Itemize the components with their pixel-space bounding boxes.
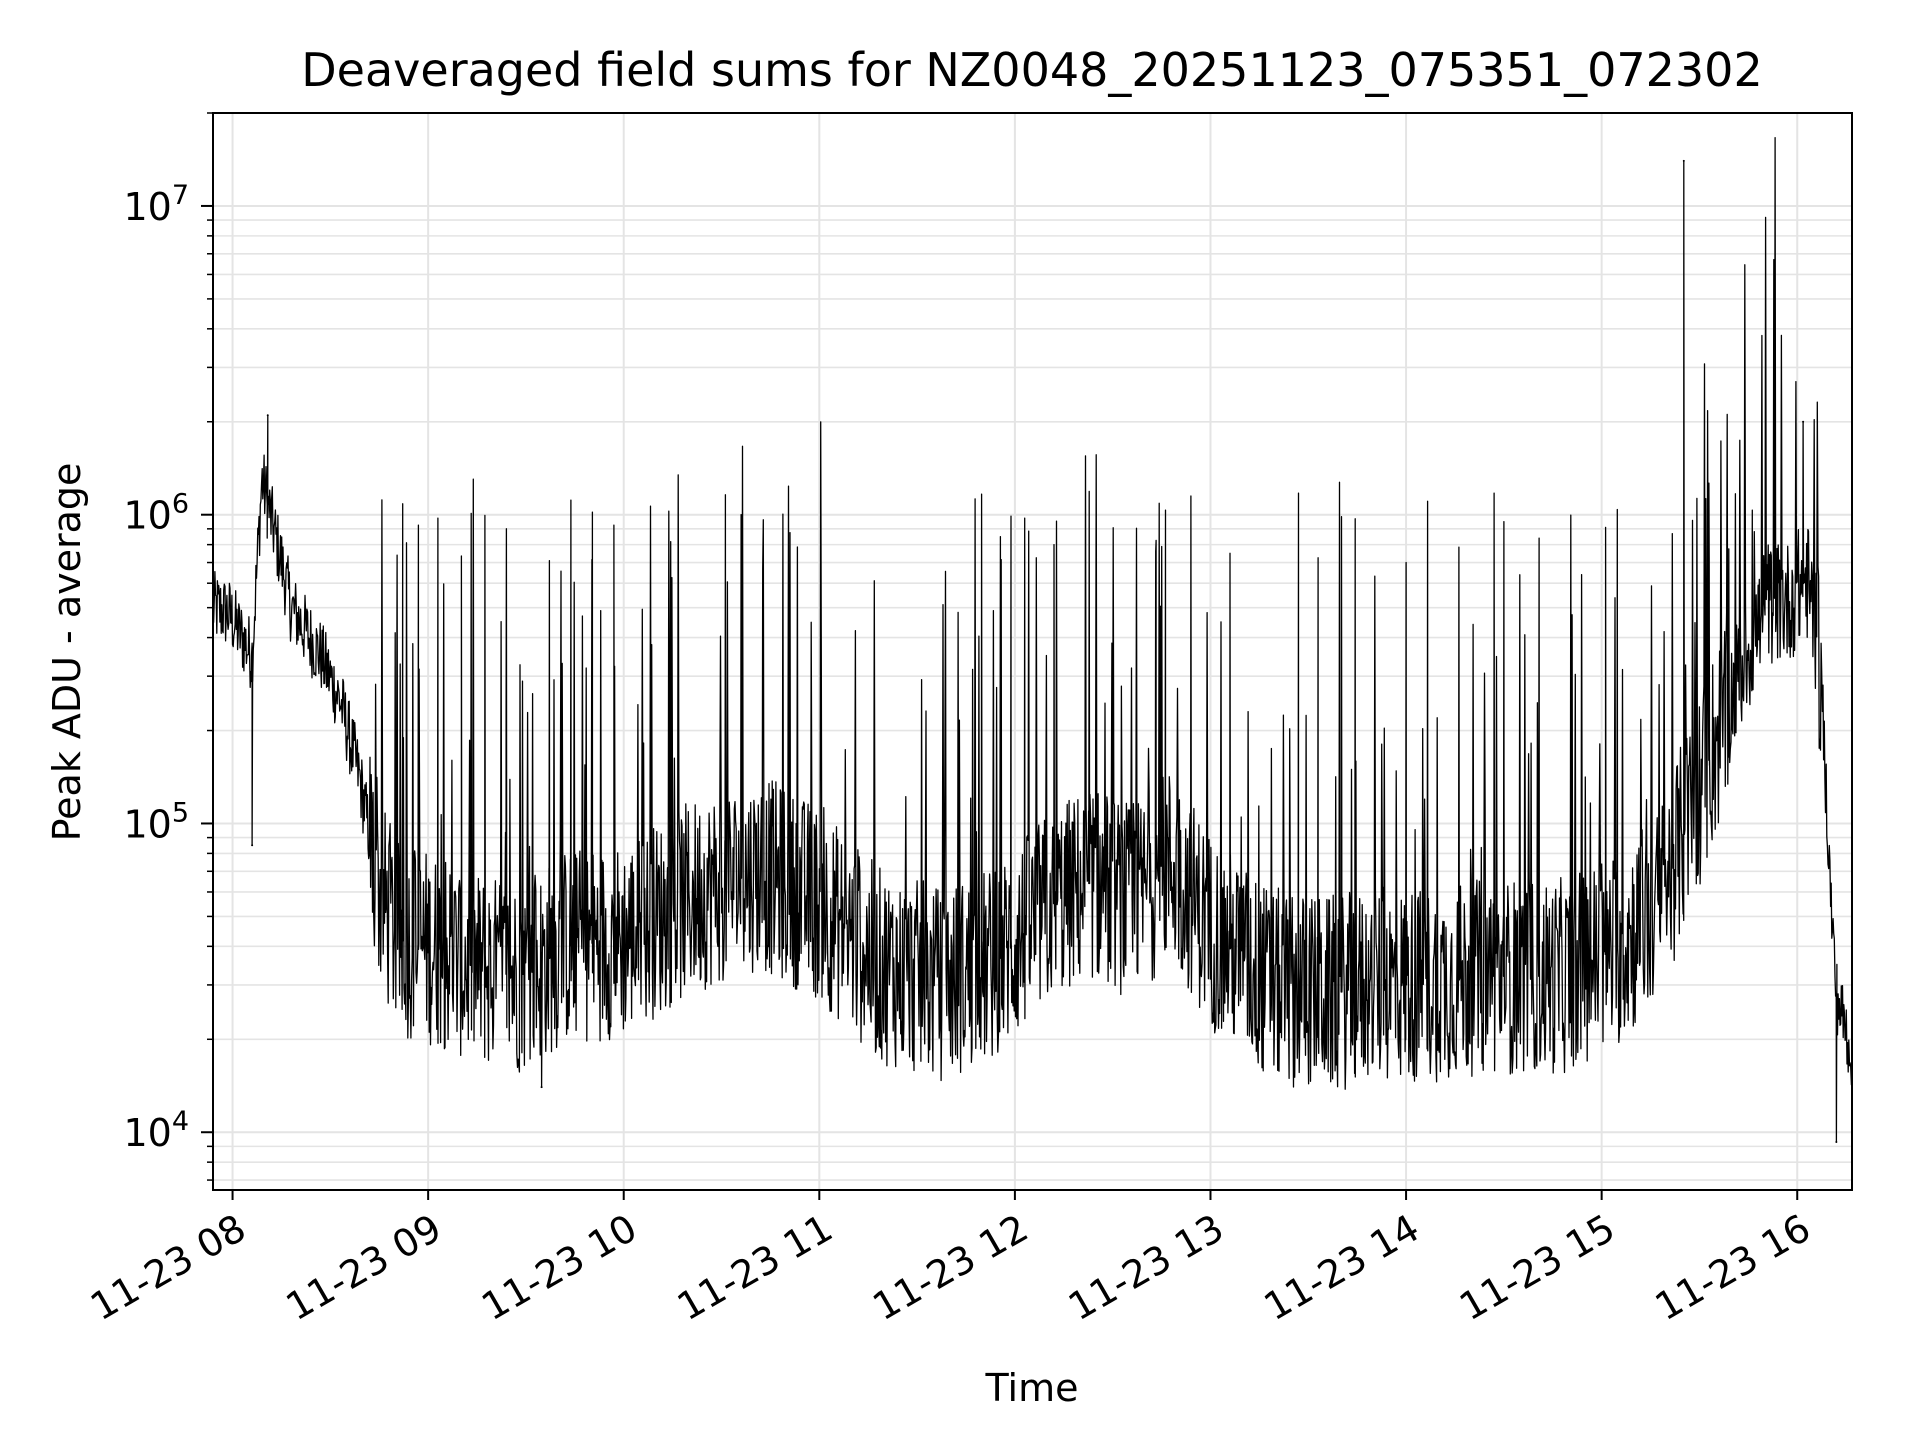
y-axis: 104 105 106 107 xyxy=(123,112,213,1181)
data-point xyxy=(251,844,254,847)
data-point xyxy=(1802,420,1805,423)
plot-frame xyxy=(212,112,1853,1191)
x-axis-label: Time xyxy=(985,1366,1079,1410)
chart-title: Deaveraged field sums for NZ0048_2025112… xyxy=(301,43,1762,97)
data-point xyxy=(540,1086,543,1089)
series-line xyxy=(212,137,1853,1143)
y-tick-label: 106 xyxy=(123,489,189,538)
series-layer xyxy=(212,137,1853,1143)
y-tick-label: 107 xyxy=(123,180,189,229)
y-axis-label: Peak ADU - average xyxy=(45,463,89,842)
data-point xyxy=(1682,159,1685,162)
y-tick-label: 105 xyxy=(123,797,189,846)
data-point xyxy=(266,414,269,417)
data-point xyxy=(1835,1140,1838,1143)
y-tick-label: 104 xyxy=(123,1106,189,1155)
